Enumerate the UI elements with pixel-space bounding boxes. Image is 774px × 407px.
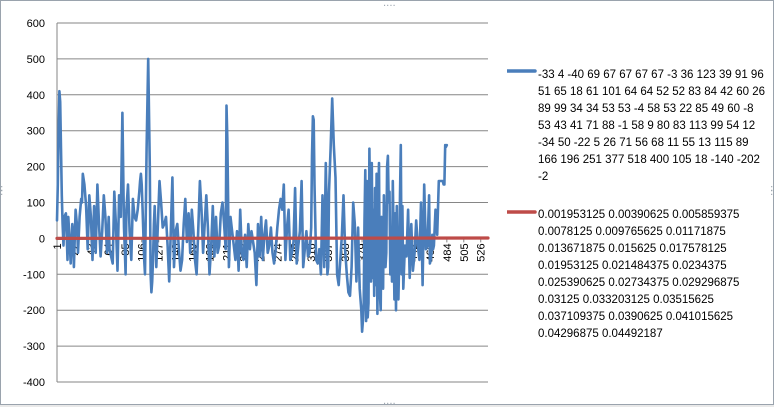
y-tick-label: -400: [23, 377, 45, 389]
y-tick-label: 100: [27, 198, 45, 210]
legend-label-series-2: 0.001953125 0.00390625 0.005859375 0.007…: [538, 207, 770, 343]
resize-handle-left[interactable]: ::: [0, 187, 3, 195]
y-tick-label: 300: [27, 126, 45, 138]
y-tick-label: -300: [23, 341, 45, 353]
y-tick-label: 400: [27, 90, 45, 102]
x-tick-label: 484: [442, 243, 454, 261]
resize-handle-right[interactable]: ::: [770, 187, 773, 195]
legend-swatch-series-2: [507, 209, 537, 215]
legend-label-series-1: -33 4 -40 69 67 67 67 67 -3 36 123 39 91…: [538, 67, 768, 186]
y-tick-label: -100: [23, 269, 45, 281]
y-axis: 600 500 400 300 200 100 0 -100 -200 -300 -400: [23, 18, 57, 389]
x-tick-label: 526: [476, 243, 488, 261]
x-tick-label: 505: [459, 243, 471, 261]
series-line-1: [57, 59, 447, 332]
y-tick-label: 500: [27, 54, 45, 66]
resize-handle-top[interactable]: ....: [383, 0, 396, 8]
y-tick-label: 200: [27, 162, 45, 174]
legend-swatch-series-1: [507, 68, 537, 74]
y-tick-label: 0: [39, 233, 45, 245]
series-layer: [57, 59, 488, 332]
y-tick-label: -200: [23, 305, 45, 317]
y-tick-label: 600: [27, 18, 45, 30]
